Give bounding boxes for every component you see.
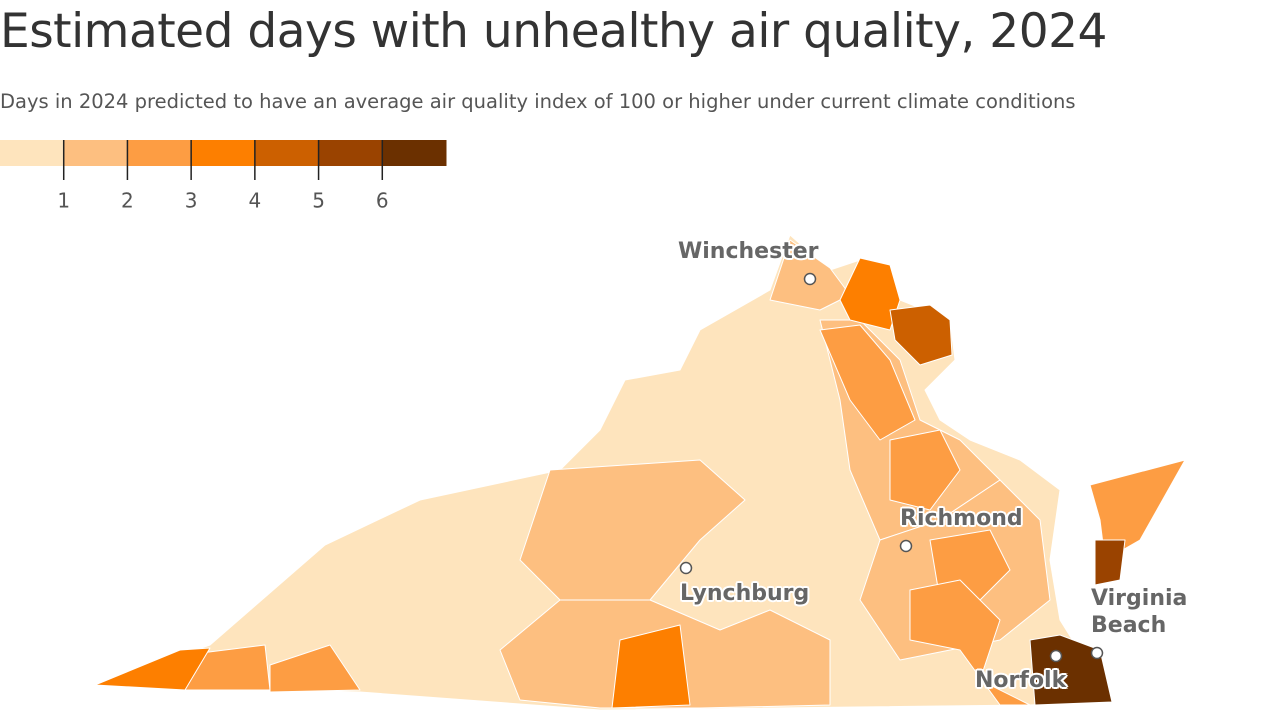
legend-tick-label: 6	[376, 189, 389, 213]
legend-swatch	[318, 140, 383, 166]
region	[611, 624, 691, 709]
title: Estimated days with unhealthy air qualit…	[0, 4, 1107, 59]
legend-tick-label: 1	[57, 189, 70, 213]
city-label: Lynchburg	[680, 581, 810, 606]
legend-tick-label: 4	[248, 189, 261, 213]
legend-tick-label: 3	[185, 189, 198, 213]
city-label: Norfolk	[975, 668, 1067, 693]
city-dot	[1090, 646, 1104, 660]
city-dot	[1049, 649, 1063, 663]
legend-tick-label: 5	[312, 189, 325, 213]
region	[519, 459, 746, 601]
legend: 1 2 3 4 5 6	[0, 140, 447, 213]
region	[889, 429, 961, 511]
city-dot	[679, 561, 693, 575]
region	[909, 579, 1031, 706]
city-label: Virginia Beach	[1091, 586, 1188, 638]
legend-swatch	[382, 140, 447, 166]
city-dots	[679, 272, 1104, 663]
legend-tick-label: 2	[121, 189, 134, 213]
subtitle: Days in 2024 predicted to have an averag…	[0, 90, 1076, 113]
legend-swatch	[0, 140, 65, 166]
region	[94, 647, 211, 691]
city-dot	[899, 539, 913, 553]
region	[819, 324, 916, 441]
legend-swatch	[254, 140, 320, 166]
region	[839, 257, 901, 331]
region	[1094, 539, 1126, 586]
region	[889, 304, 953, 366]
map	[94, 234, 1186, 711]
region	[269, 644, 361, 693]
city-dot	[803, 272, 817, 286]
city-label: Richmond	[900, 506, 1023, 531]
legend-swatch	[191, 140, 256, 166]
legend-swatch	[63, 140, 128, 166]
legend-swatch	[127, 140, 192, 166]
city-label: Winchester	[678, 239, 819, 264]
